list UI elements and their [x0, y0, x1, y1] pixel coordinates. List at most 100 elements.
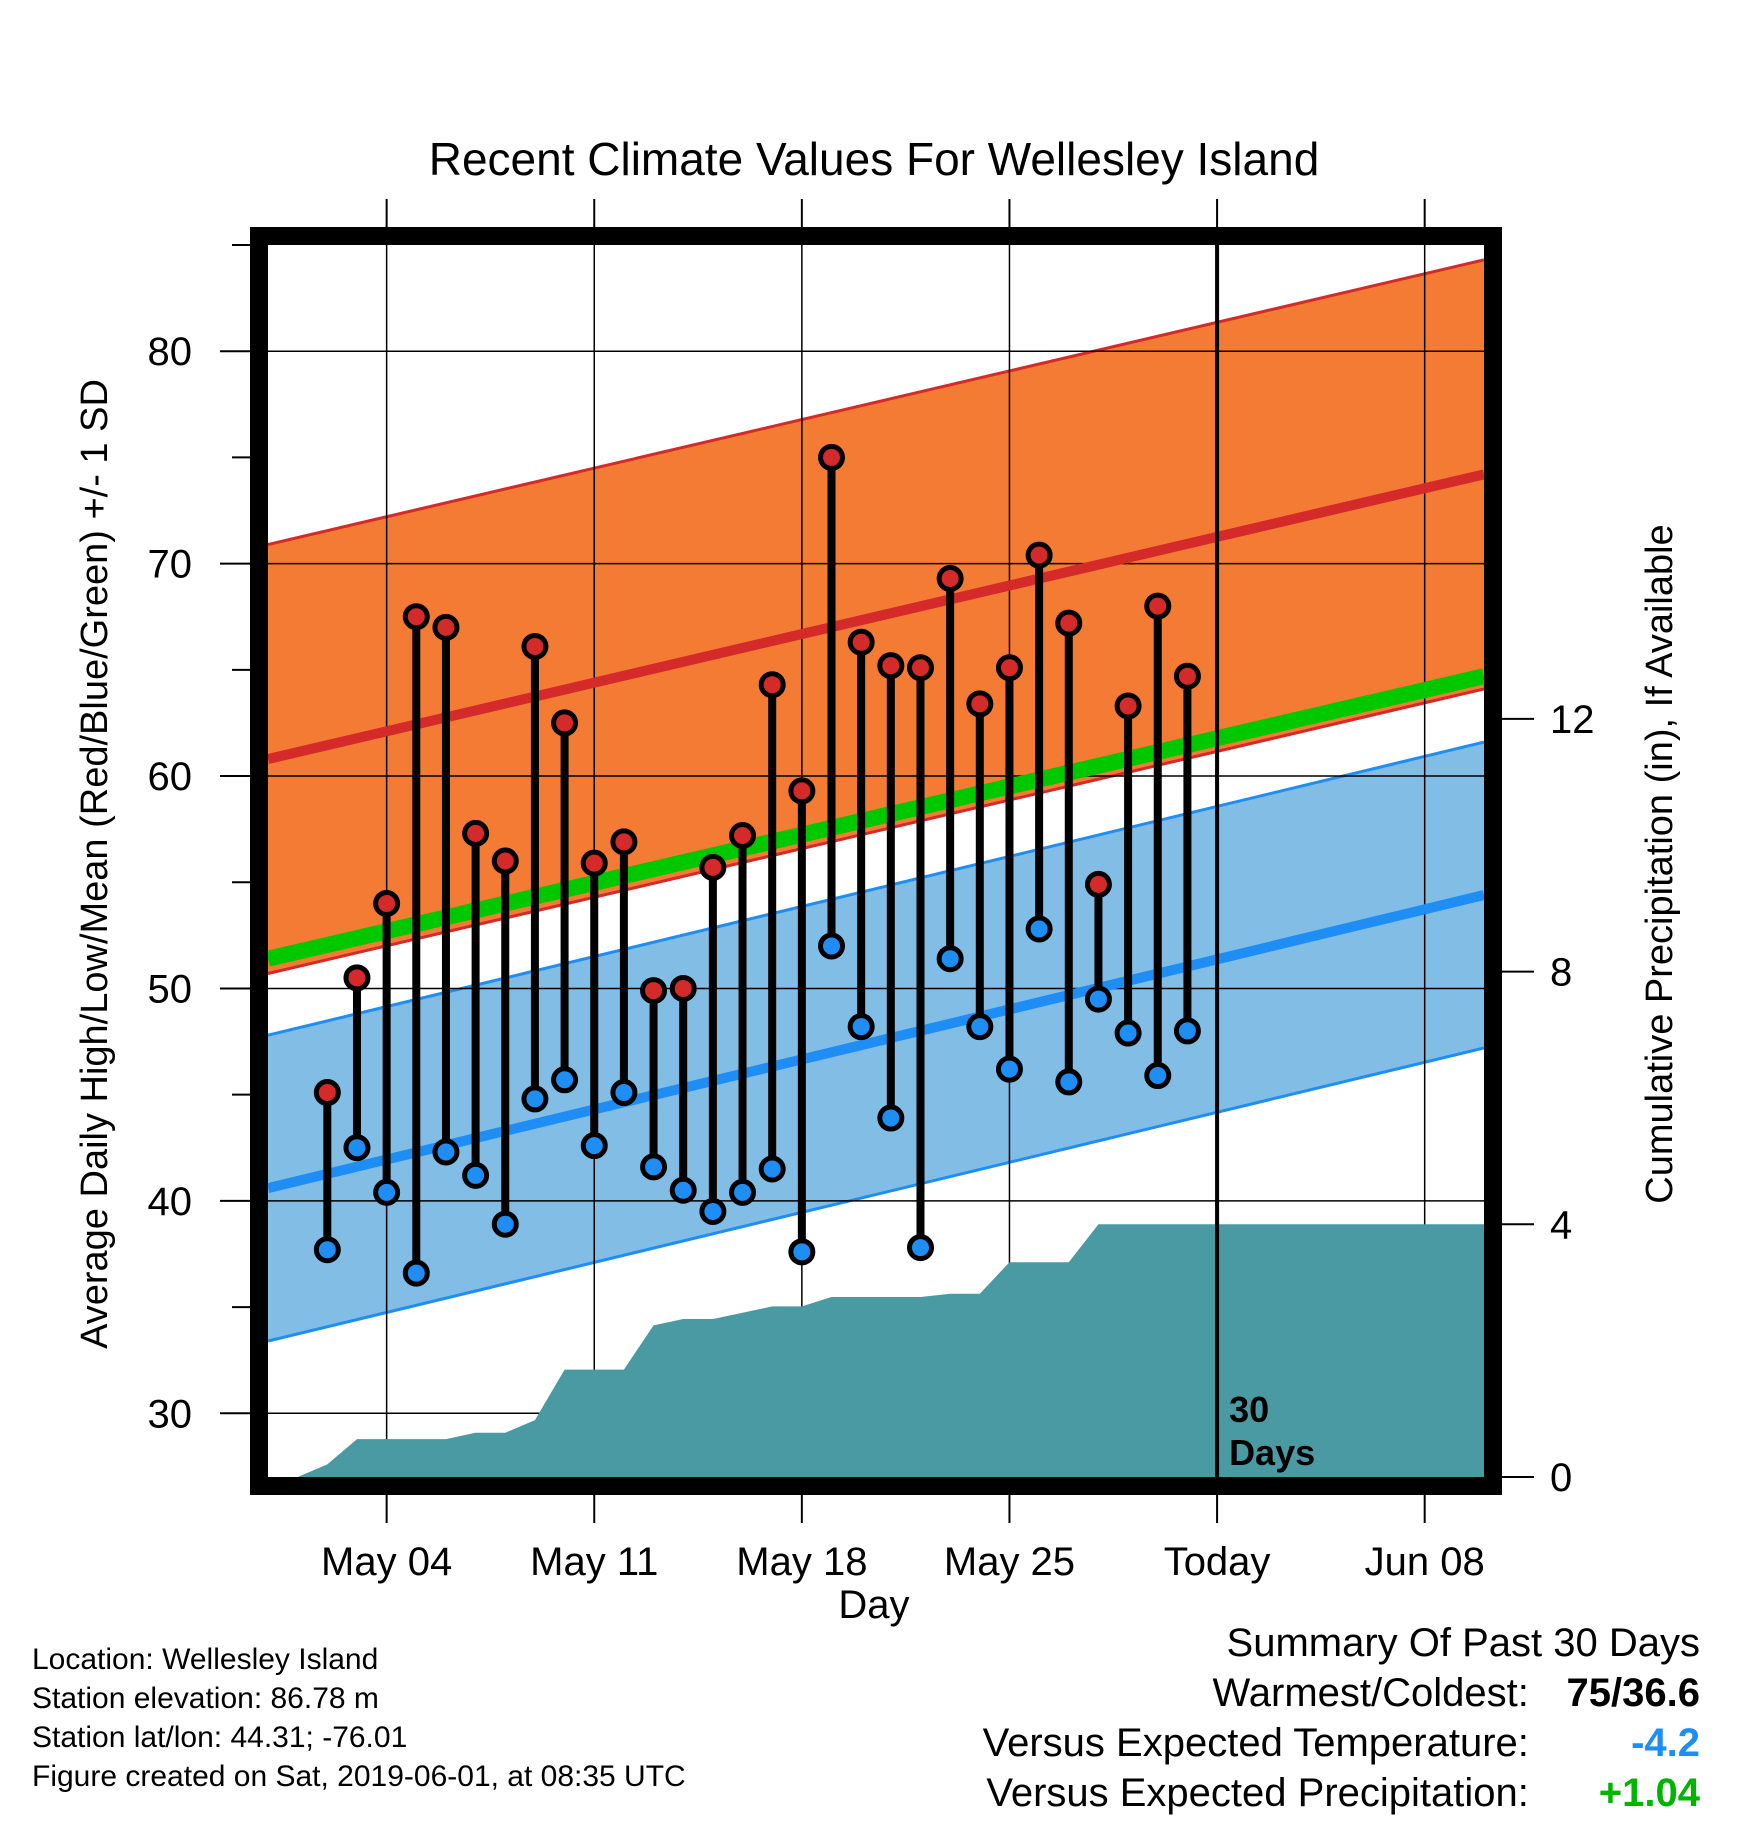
summary-temp-row: Versus Expected Temperature: -4.2 — [800, 1718, 1700, 1768]
latlon-text: Station lat/lon: 44.31; -76.01 — [32, 1721, 408, 1754]
daily-low-point — [491, 1210, 519, 1238]
daily-low-point — [936, 945, 964, 973]
daily-high-point — [402, 603, 430, 631]
daily-low-point — [640, 1153, 668, 1181]
normal-high-line — [268, 469, 1484, 764]
daily-low-point — [1173, 1017, 1201, 1045]
daily-high-point — [313, 1079, 341, 1107]
daily-high-point — [610, 828, 638, 856]
daily-high-point — [729, 822, 757, 850]
y-tick-label: 60 — [148, 755, 193, 799]
daily-high-point — [906, 654, 934, 682]
warmest-value: 75/36.6 — [1566, 1671, 1700, 1715]
daily-low-point — [966, 1013, 994, 1041]
elevation-text: Station elevation: 86.78 m — [32, 1682, 379, 1715]
daily-high-point — [551, 709, 579, 737]
daily-high-point — [432, 613, 460, 641]
x-tick-label: May 11 — [530, 1540, 658, 1584]
y2-tick-label: 0 — [1550, 1456, 1572, 1500]
climate-chart: Recent Climate Values For Wellesley Isla… — [74, 133, 1681, 1627]
normal-low-line — [268, 890, 1484, 1193]
daily-high-point — [462, 819, 490, 847]
daily-low-point — [432, 1138, 460, 1166]
summary-panel: Summary Of Past 30 Days Warmest/Coldest:… — [800, 1618, 1700, 1818]
daily-low-point — [877, 1104, 905, 1132]
daily-high-point — [758, 671, 786, 699]
x-tick-label: May 25 — [944, 1540, 1075, 1584]
daily-low-point — [462, 1161, 490, 1189]
daily-high-point — [1025, 541, 1053, 569]
daily-high-point — [1114, 692, 1142, 720]
daily-low-point — [906, 1234, 934, 1262]
y-tick-label: 40 — [148, 1180, 193, 1224]
precip-area — [297, 1224, 1484, 1477]
daily-low-point — [313, 1236, 341, 1264]
daily-low-point — [699, 1197, 727, 1225]
daily-low-point — [1114, 1019, 1142, 1047]
today-days-label-text: Days — [1229, 1432, 1315, 1473]
daily-high-point — [640, 977, 668, 1005]
daily-high-point — [491, 847, 519, 875]
daily-low-point — [669, 1176, 697, 1204]
x-tick-label: Today — [1164, 1540, 1271, 1584]
y-tick-label: 50 — [148, 967, 193, 1011]
daily-high-point — [995, 654, 1023, 682]
x-tick-label: Jun 08 — [1365, 1540, 1485, 1584]
low-sd-band-upper-edge — [268, 740, 1484, 1037]
created-text: Figure created on Sat, 2019-06-01, at 08… — [32, 1760, 686, 1793]
summary-heading: Summary Of Past 30 Days — [1226, 1621, 1700, 1665]
precip-anomaly-label: Versus Expected Precipitation: — [986, 1771, 1529, 1815]
daily-high-point — [521, 632, 549, 660]
daily-low-point — [1025, 915, 1053, 943]
daily-high-point — [847, 628, 875, 656]
daily-low-point — [818, 932, 846, 960]
daily-low-point — [1055, 1068, 1083, 1096]
temp-anomaly-label: Versus Expected Temperature: — [982, 1721, 1529, 1765]
daily-low-point — [580, 1132, 608, 1160]
daily-low-point — [729, 1178, 757, 1206]
daily-low-point — [402, 1259, 430, 1287]
high-sd-band-upper-edge — [268, 258, 1484, 546]
daily-low-point — [521, 1085, 549, 1113]
daily-high-point — [936, 564, 964, 592]
x-tick-label: May 18 — [736, 1540, 867, 1584]
daily-high-point — [1055, 609, 1083, 637]
temp-anomaly-value: -4.2 — [1631, 1721, 1700, 1765]
daily-high-point — [818, 443, 846, 471]
y2-tick-label: 12 — [1550, 698, 1595, 742]
daily-high-point — [373, 889, 401, 917]
y2-axis-label: Cumulative Precipitation (in), If Availa… — [1639, 524, 1681, 1203]
today-days-label-number: 30 — [1229, 1389, 1269, 1430]
daily-high-point — [877, 652, 905, 680]
daily-high-point — [669, 974, 697, 1002]
y2-tick-label: 4 — [1550, 1203, 1572, 1247]
daily-high-point — [580, 849, 608, 877]
daily-low-point — [343, 1134, 371, 1162]
daily-high-point — [1084, 870, 1112, 898]
low-sd-band-lower-edge — [268, 1046, 1484, 1343]
daily-low-point — [1144, 1062, 1172, 1090]
daily-low-point — [788, 1238, 816, 1266]
daily-low-point — [610, 1079, 638, 1107]
y-tick-label: 70 — [148, 543, 193, 587]
y-tick-label: 80 — [148, 330, 193, 374]
chart-title: Recent Climate Values For Wellesley Isla… — [429, 133, 1320, 185]
plot-frame — [250, 227, 1502, 1495]
daily-low-point — [1084, 985, 1112, 1013]
axes: 30 40 50 60 70 80 0 4 8 12 May 04 May 11 May 18 May 2… — [148, 199, 1595, 1584]
daily-low-point — [373, 1178, 401, 1206]
high-sd-band-lower-edge — [268, 687, 1484, 976]
x-axis-label: Day — [838, 1583, 909, 1627]
daily-high-point — [343, 964, 371, 992]
daily-low-point — [995, 1055, 1023, 1083]
daily-high-point — [1144, 592, 1172, 620]
location-text: Location: Wellesley Island — [32, 1643, 379, 1676]
x-tick-label: May 04 — [321, 1540, 452, 1584]
daily-low-point — [551, 1066, 579, 1094]
daily-high-point — [699, 853, 727, 881]
daily-high-point — [1173, 662, 1201, 690]
normal-mean-line — [268, 668, 1484, 967]
daily-high-point — [966, 690, 994, 718]
y2-tick-label: 8 — [1550, 951, 1572, 995]
precip-anomaly-value: +1.04 — [1598, 1771, 1700, 1815]
